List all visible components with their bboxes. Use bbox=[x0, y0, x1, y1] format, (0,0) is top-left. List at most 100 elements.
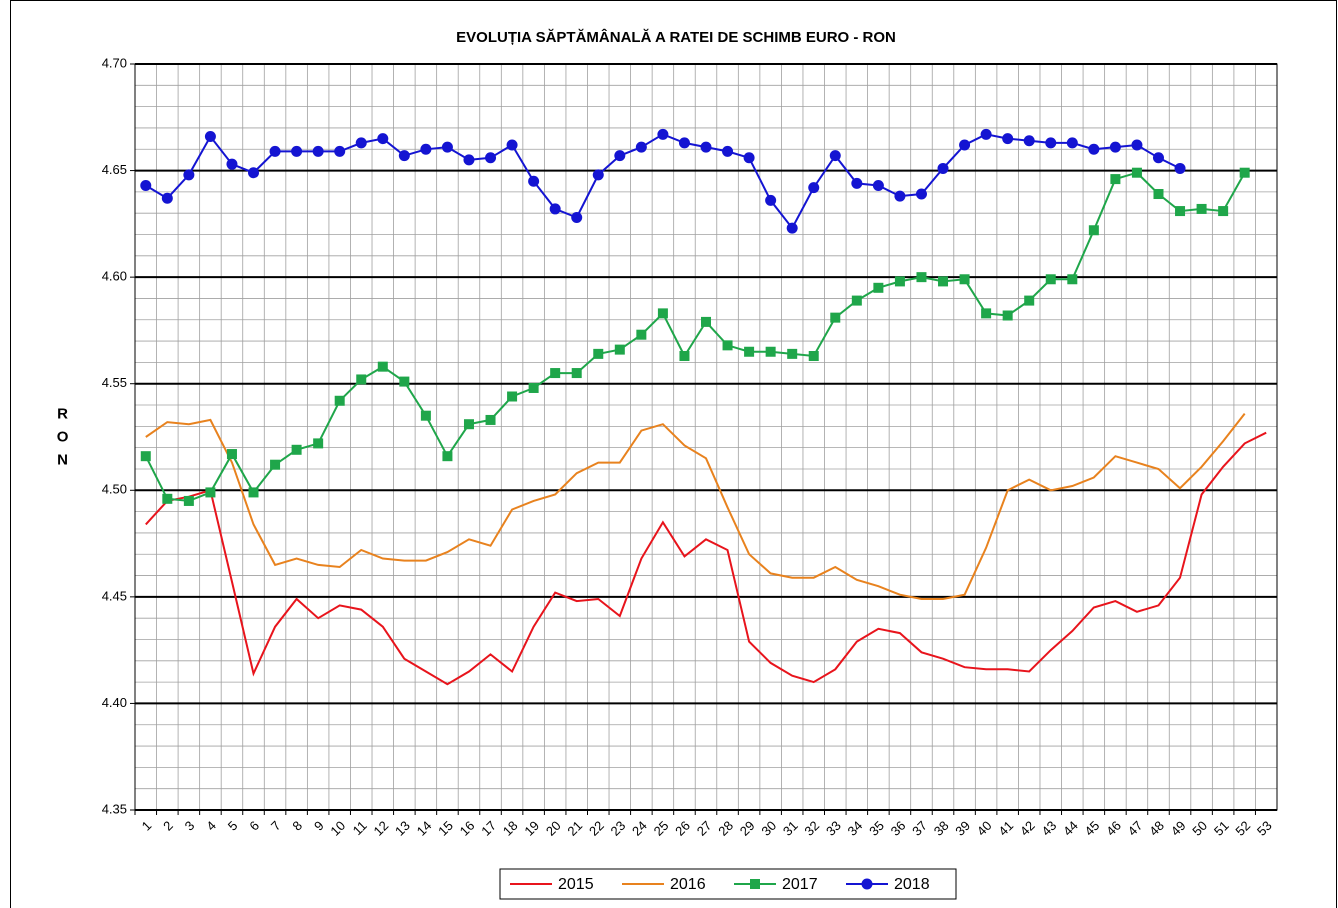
marker bbox=[787, 348, 798, 359]
series-line bbox=[145, 431, 1267, 686]
marker bbox=[808, 351, 819, 362]
marker bbox=[1045, 274, 1056, 285]
x-tick-label: 51 bbox=[1211, 818, 1232, 839]
marker bbox=[528, 382, 539, 393]
x-tick-label: 37 bbox=[909, 818, 930, 839]
marker bbox=[894, 190, 906, 202]
y-tick-label: 4.45 bbox=[102, 588, 127, 603]
y-axis-label: RON bbox=[54, 406, 71, 475]
y-tick-label: 4.70 bbox=[102, 55, 127, 70]
x-tick-label: 30 bbox=[758, 818, 779, 839]
legend-marker bbox=[861, 878, 873, 890]
marker bbox=[420, 143, 432, 155]
x-tick-label: 22 bbox=[586, 818, 607, 839]
y-tick-label: 4.50 bbox=[102, 482, 127, 497]
x-tick-label: 28 bbox=[715, 818, 736, 839]
marker bbox=[722, 340, 733, 351]
marker bbox=[549, 203, 561, 215]
marker bbox=[571, 368, 582, 379]
x-tick-label: 26 bbox=[672, 818, 693, 839]
x-tick-label: 4 bbox=[203, 818, 219, 834]
x-tick-label: 21 bbox=[564, 818, 585, 839]
x-tick-label: 48 bbox=[1146, 818, 1167, 839]
marker bbox=[1218, 206, 1229, 217]
legend-label: 2018 bbox=[894, 876, 930, 893]
marker bbox=[183, 169, 195, 181]
marker bbox=[700, 141, 712, 153]
legend-label: 2016 bbox=[670, 876, 706, 893]
x-tick-label: 3 bbox=[182, 818, 198, 834]
x-tick-label: 14 bbox=[414, 818, 435, 839]
marker bbox=[334, 395, 345, 406]
x-tick-label: 36 bbox=[888, 818, 909, 839]
marker bbox=[1045, 137, 1057, 149]
marker bbox=[636, 329, 647, 340]
marker bbox=[1174, 162, 1186, 174]
plot-border bbox=[134, 63, 1278, 811]
marker bbox=[1131, 167, 1142, 178]
marker bbox=[657, 128, 669, 140]
x-tick-label: 12 bbox=[371, 818, 392, 839]
marker bbox=[593, 348, 604, 359]
x-tick-label: 24 bbox=[629, 818, 650, 839]
x-tick-label: 39 bbox=[952, 818, 973, 839]
x-tick-label: 29 bbox=[737, 818, 758, 839]
x-tick-label: 25 bbox=[651, 818, 672, 839]
marker bbox=[334, 145, 346, 157]
marker bbox=[270, 459, 281, 470]
marker bbox=[1239, 167, 1250, 178]
x-tick-label: 40 bbox=[974, 818, 995, 839]
x-tick-label: 50 bbox=[1189, 818, 1210, 839]
marker bbox=[550, 368, 561, 379]
marker bbox=[1109, 141, 1121, 153]
x-tick-label: 2 bbox=[160, 818, 176, 834]
marker bbox=[829, 150, 841, 162]
marker bbox=[1024, 295, 1035, 306]
marker bbox=[765, 346, 776, 357]
marker bbox=[140, 179, 152, 191]
marker bbox=[399, 376, 410, 387]
x-tick-label: 8 bbox=[289, 818, 305, 834]
marker bbox=[485, 152, 497, 164]
series-line bbox=[144, 171, 1246, 502]
marker bbox=[205, 487, 216, 498]
marker bbox=[420, 410, 431, 421]
marker bbox=[226, 158, 238, 170]
legend-label: 2015 bbox=[558, 876, 594, 893]
x-tick-label: 23 bbox=[608, 818, 629, 839]
marker bbox=[635, 141, 647, 153]
marker bbox=[248, 487, 259, 498]
marker bbox=[355, 137, 367, 149]
marker bbox=[248, 167, 260, 179]
marker bbox=[269, 145, 281, 157]
x-tick-label: 20 bbox=[543, 818, 564, 839]
x-tick-label: 5 bbox=[225, 818, 241, 834]
x-tick-label: 33 bbox=[823, 818, 844, 839]
marker bbox=[959, 274, 970, 285]
marker bbox=[463, 154, 475, 166]
y-tick-label: 4.60 bbox=[102, 269, 127, 284]
marker bbox=[485, 414, 496, 425]
marker bbox=[830, 312, 841, 323]
y-tick-label: 4.65 bbox=[102, 162, 127, 177]
marker bbox=[441, 141, 453, 153]
marker bbox=[614, 150, 626, 162]
marker bbox=[938, 276, 949, 287]
marker bbox=[722, 145, 734, 157]
marker bbox=[1002, 133, 1014, 145]
marker bbox=[506, 139, 518, 151]
x-tick-label: 31 bbox=[780, 818, 801, 839]
x-tick-label: 53 bbox=[1254, 818, 1275, 839]
x-tick-label: 19 bbox=[521, 818, 542, 839]
marker bbox=[183, 495, 194, 506]
marker bbox=[571, 211, 583, 223]
marker bbox=[398, 150, 410, 162]
x-tick-label: 18 bbox=[500, 818, 521, 839]
marker bbox=[377, 133, 389, 145]
x-tick-label: 43 bbox=[1038, 818, 1059, 839]
x-tick-label: 6 bbox=[246, 818, 262, 834]
marker bbox=[894, 276, 905, 287]
marker bbox=[808, 182, 820, 194]
marker bbox=[1023, 135, 1035, 147]
